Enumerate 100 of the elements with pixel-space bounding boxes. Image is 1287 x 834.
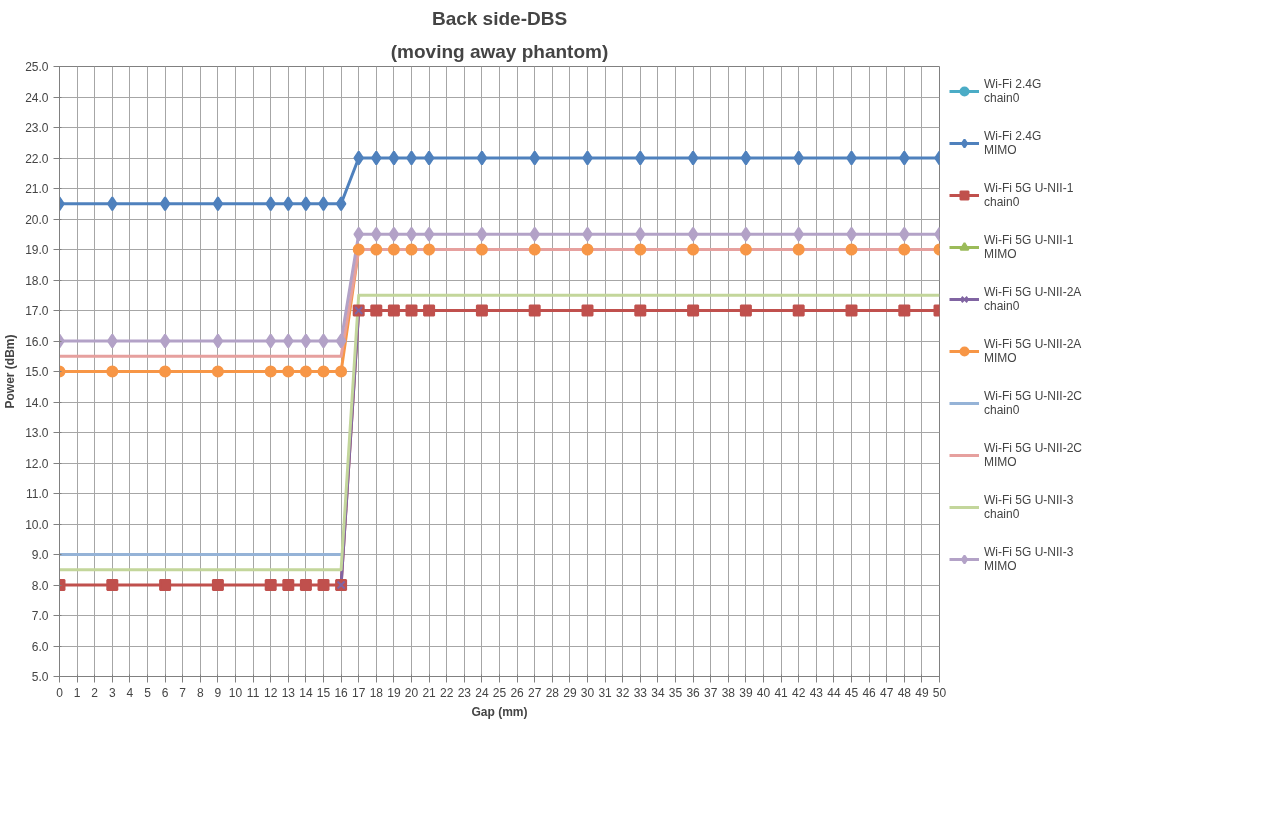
point [265,333,277,349]
x-tick-label: 4 [126,685,134,700]
point [353,150,365,166]
point [687,243,700,256]
x-axis-title: Gap (mm) [471,704,528,719]
x-tick-label: 48 [897,685,912,700]
point [405,243,418,256]
legend-label: Wi-Fi 5G U-NII-3 chain0 [984,492,1074,522]
x-tick-label: 36 [686,685,701,700]
y-tick-label: 23.0 [25,121,49,135]
point [792,243,805,256]
legend-label: Wi-Fi 5G U-NII-1 MIMO [984,232,1074,262]
y-tick-label: 8.0 [31,578,49,593]
point [388,226,400,242]
y-tick-label: 14.0 [25,395,49,410]
point [370,226,382,242]
x-tick-label: 3 [108,685,116,700]
point [300,196,312,212]
point [581,304,594,317]
point [423,243,436,256]
x-tick-label: 37 [704,685,718,700]
x-tick-label: 33 [633,685,648,700]
x-tick-label: 11 [246,685,260,700]
point [634,304,647,317]
point [159,365,172,378]
x-tick-label: 8 [196,685,204,700]
point [405,304,418,317]
x-tick-label: 32 [616,685,630,700]
point [282,196,294,212]
y-tick-label: 6.0 [31,639,49,654]
legend-label: Wi-Fi 2.4G MIMO [984,128,1042,158]
x-tick-label: 18 [369,685,384,700]
x-tick-label: 27 [528,685,542,700]
point [475,304,488,317]
point [317,365,330,378]
legend-label: Wi-Fi 5G U-NII-2C chain0 [984,388,1082,418]
point [282,333,294,349]
point [212,196,224,212]
point [388,150,400,166]
chart-subtitle: (moving away phantom) [390,40,609,62]
x-tick-label: 49 [915,685,929,700]
x-tick-label: 30 [580,685,595,700]
y-tick-label: 15.0 [25,365,49,379]
point [387,243,400,256]
point [687,304,700,317]
point [898,150,910,166]
point [212,333,224,349]
point [898,243,911,256]
point [739,304,752,317]
point [282,579,295,591]
x-tick-label: 12 [264,685,278,700]
x-tick-label: 28 [545,685,560,700]
x-tick-label: 23 [457,685,472,700]
x-tick-label: 16 [334,685,349,700]
point [423,304,436,317]
x-tick-label: 0 [56,685,64,700]
y-tick-label: 9.0 [31,548,49,562]
point [793,150,805,166]
point [898,226,910,242]
x-tick-label: 7 [179,685,187,700]
point [370,243,383,256]
y-tick-label: 16.0 [25,334,49,349]
legend-label: Wi-Fi 5G U-NII-2A MIMO [984,336,1082,366]
point [299,365,312,378]
legend-label: Wi-Fi 5G U-NII-2C MIMO [984,440,1082,470]
x-tick-label: 24 [475,685,489,700]
x-tick-label: 19 [387,685,401,700]
legend-label: Wi-Fi 5G U-NII-3 MIMO [984,544,1074,574]
chart-title: Back side-DBS [431,7,568,29]
point [106,579,119,591]
x-tick-label: 22 [440,685,454,700]
x-tick-label: 38 [721,685,736,700]
y-tick-label: 17.0 [25,304,49,318]
y-axis-title: Power (dBm) [3,334,18,409]
x-tick-label: 5 [144,685,152,700]
legend-label: Wi-Fi 2.4G chain0 [984,76,1042,106]
x-tick-label: 50 [932,685,947,700]
y-tick-label: 20.0 [25,212,49,227]
x-tick-label: 26 [510,685,525,700]
point [317,579,330,591]
point [106,196,118,212]
y-tick-label: 24.0 [25,90,49,105]
point [740,150,752,166]
x-tick-label: 9 [214,685,222,700]
y-tick-label: 18.0 [25,273,49,288]
y-tick-label: 22.0 [25,151,49,166]
point [299,579,312,591]
point [265,196,277,212]
y-tick-label: 19.0 [25,243,49,257]
x-tick-label: 45 [844,685,859,700]
point [300,333,312,349]
y-tick-label: 13.0 [25,426,49,440]
point [106,365,119,378]
x-tick-label: 14 [299,685,313,700]
y-tick-label: 5.0 [31,670,49,684]
y-tick-label: 10.0 [25,517,49,532]
point [370,304,383,317]
point [529,150,541,166]
x-tick-label: 40 [756,685,771,700]
point [387,304,400,317]
